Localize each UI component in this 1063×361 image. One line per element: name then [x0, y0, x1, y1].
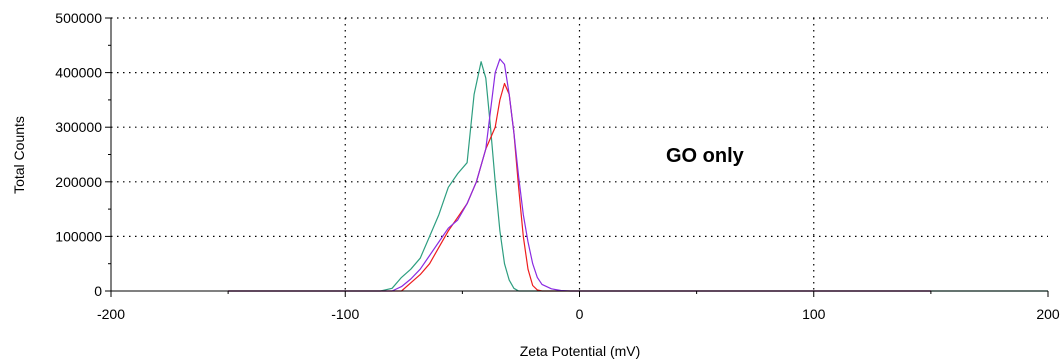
series-line-1 — [228, 82, 931, 292]
series-line-0 — [228, 61, 1048, 292]
x-tick-label-3: 100 — [802, 306, 826, 322]
y-tick-label-3: 300000 — [55, 119, 102, 135]
go-only-annotation: GO only — [666, 145, 745, 167]
series-group — [228, 58, 1048, 292]
axes — [110, 18, 1048, 292]
y-tick-label-1: 100000 — [55, 228, 102, 244]
y-tick-label-2: 200000 — [55, 174, 102, 190]
x-tick-label-1: -100 — [331, 306, 359, 322]
ticks: 0 100000 200000 300000 400000 500000 -200 -100 0… — [55, 10, 1060, 322]
x-tick-label-0: -200 — [97, 306, 125, 322]
x-axis-title: Zeta Potential (mV) — [520, 343, 641, 359]
x-tick-label-4: 200 — [1036, 306, 1060, 322]
series-line-2 — [228, 58, 931, 292]
y-tick-label-5: 500000 — [55, 10, 102, 26]
y-axis-title: Total Counts — [11, 116, 27, 194]
x-tick-label-2: 0 — [576, 306, 584, 322]
y-tick-label-0: 0 — [94, 283, 102, 299]
y-tick-label-4: 400000 — [55, 65, 102, 81]
grid — [111, 17, 1048, 291]
